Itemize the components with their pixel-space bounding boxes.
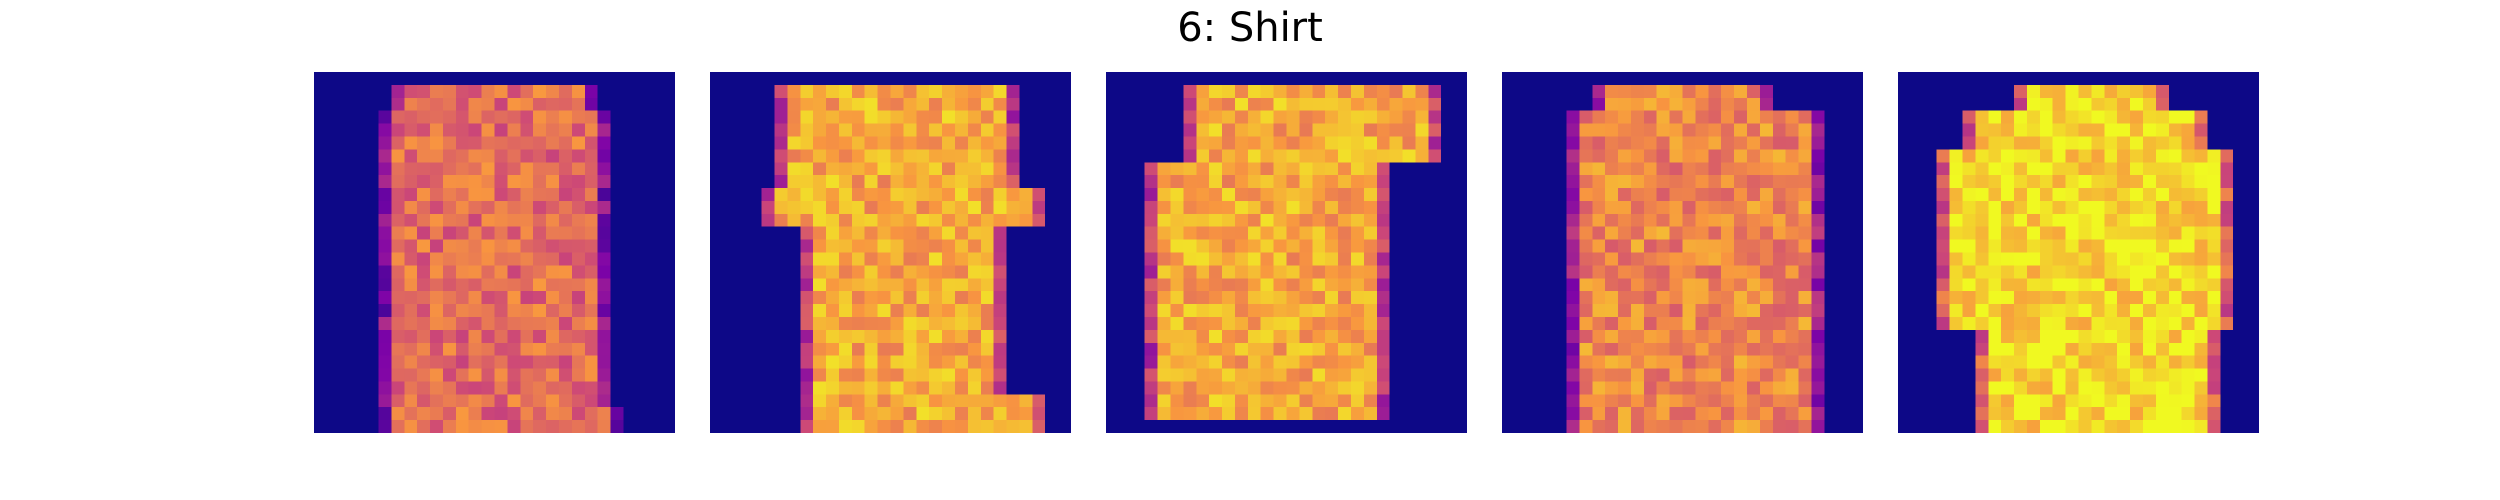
image-panel-3 — [1106, 72, 1467, 433]
image-panel-2 — [710, 72, 1071, 433]
image-panel-1 — [314, 72, 675, 433]
figure-title: 6: Shirt — [1177, 5, 1323, 51]
shirt-image-2 — [710, 72, 1071, 433]
image-panel-5 — [1898, 72, 2259, 433]
image-panel-4 — [1502, 72, 1863, 433]
shirt-image-4 — [1502, 72, 1863, 433]
shirt-image-5 — [1898, 72, 2259, 433]
shirt-image-3 — [1106, 72, 1467, 433]
shirt-image-1 — [314, 72, 675, 433]
